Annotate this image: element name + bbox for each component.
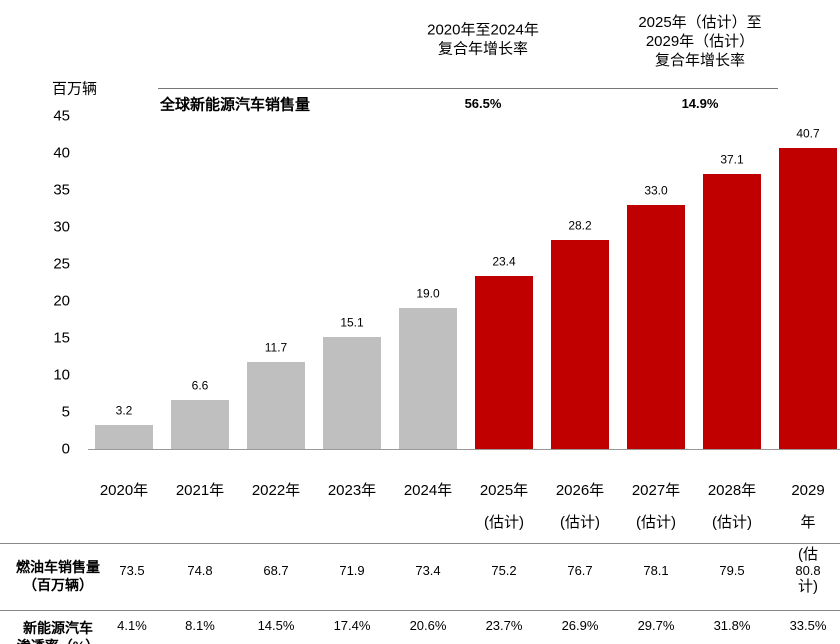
x-tick-label: 2022年 — [251, 482, 301, 499]
table-cell: 74.8 — [187, 562, 213, 578]
table-cell: 78.1 — [643, 562, 669, 578]
bar — [551, 240, 609, 449]
y-tick-label: 15 — [53, 329, 70, 347]
table-cell: 31.8% — [713, 617, 751, 633]
bar — [171, 400, 229, 449]
y-tick-label: 35 — [53, 181, 70, 199]
x-tick-label: 2027年 (估计) — [631, 482, 681, 531]
y-tick-label: 0 — [61, 440, 70, 458]
table-cell: 76.7 — [567, 562, 593, 578]
bar — [95, 425, 153, 449]
bar — [779, 147, 837, 449]
table-cell: 73.4 — [415, 562, 441, 578]
table-cell: 80.8 — [795, 562, 821, 578]
table-cell: 23.7% — [485, 617, 523, 633]
table-cell: 68.7 — [263, 562, 289, 578]
value-label: 3.2 — [115, 403, 133, 418]
table-cell: 8.1% — [185, 617, 215, 633]
table-cell: 4.1% — [117, 617, 147, 633]
bar — [703, 174, 761, 449]
x-tick-label: 2024年 — [403, 482, 453, 499]
x-tick-label: 2021年 — [175, 482, 225, 499]
x-tick-label: 2025年 (估计) — [479, 482, 529, 531]
annotation: 2025年（估计）至 2029年（估计） 复合年增长率 — [638, 13, 762, 69]
y-tick-label: 20 — [53, 292, 70, 310]
header-line — [158, 88, 778, 89]
x-tick-label: 2020年 — [99, 482, 149, 499]
bar — [627, 204, 685, 449]
series-label: 全球新能源汽车销售量 — [160, 96, 311, 114]
bar — [323, 337, 381, 449]
y-tick-label: 45 — [53, 107, 70, 125]
value-label: 40.7 — [796, 126, 820, 141]
table-cell: 79.5 — [719, 562, 745, 578]
row-label: 新能源汽车 渗透率（%） — [17, 620, 99, 644]
bar — [475, 275, 533, 449]
annotation-value: 56.5% — [464, 95, 502, 111]
table-cell: 29.7% — [637, 617, 675, 633]
x-tick-label: 2023年 — [327, 482, 377, 499]
x-tick-label: 2026年 (估计) — [555, 482, 605, 531]
table-cell: 71.9 — [339, 562, 365, 578]
table-cell: 75.2 — [491, 562, 517, 578]
value-label: 15.1 — [340, 315, 364, 330]
x-tick-label: 2028年 (估计) — [707, 482, 757, 531]
x-tick-label: 2029年 (估计) — [791, 482, 825, 595]
value-label: 28.2 — [568, 218, 592, 233]
table-line — [0, 543, 840, 544]
table-cell: 33.5% — [789, 617, 827, 633]
table-cell: 20.6% — [409, 617, 447, 633]
value-label: 6.6 — [191, 378, 209, 393]
y-tick-label: 40 — [53, 144, 70, 162]
y-tick-label: 30 — [53, 218, 70, 236]
table-cell: 14.5% — [257, 617, 295, 633]
table-line — [0, 610, 840, 611]
table-cell: 17.4% — [333, 617, 371, 633]
value-label: 19.0 — [416, 286, 440, 301]
row-label: 燃油车销售量 （百万辆） — [16, 559, 100, 593]
y-tick-label: 10 — [53, 366, 70, 384]
value-label: 11.7 — [264, 340, 288, 355]
y-tick-label: 25 — [53, 255, 70, 273]
value-label: 23.4 — [492, 254, 516, 269]
bar — [399, 308, 457, 449]
y-axis-label: 百万辆 — [52, 80, 98, 98]
annotation: 2020年至2024年 复合年增长率 — [427, 21, 539, 57]
x-axis-line — [88, 449, 840, 450]
table-cell: 26.9% — [561, 617, 599, 633]
annotation-value: 14.9% — [681, 95, 719, 111]
table-cell: 73.5 — [119, 562, 145, 578]
value-label: 37.1 — [720, 152, 744, 167]
bar — [247, 362, 305, 449]
value-label: 33.0 — [644, 183, 668, 198]
y-tick-label: 5 — [61, 403, 70, 421]
